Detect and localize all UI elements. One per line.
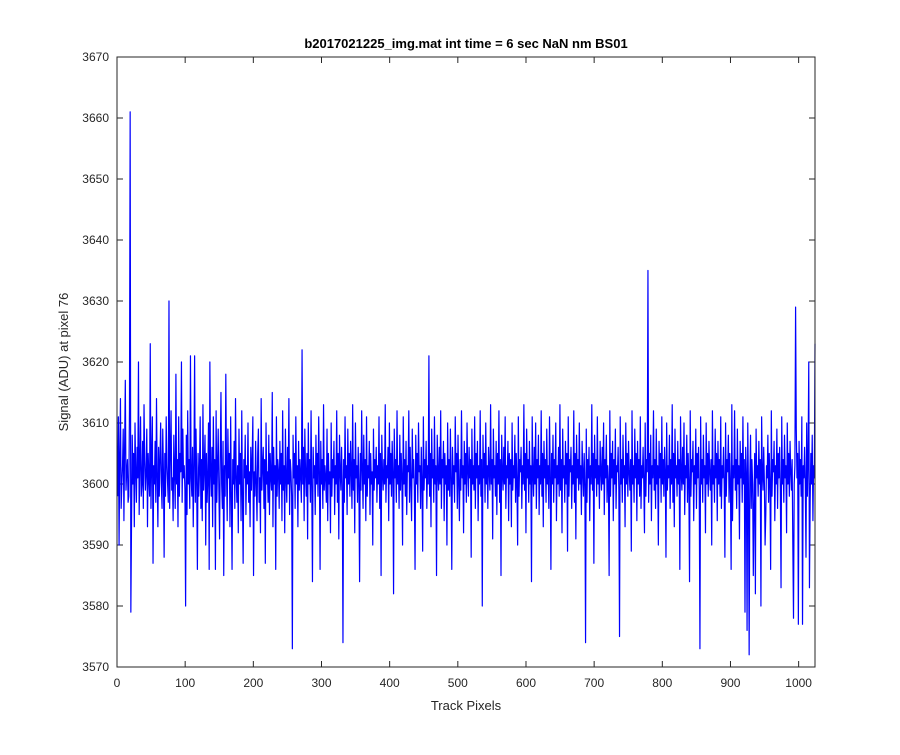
y-axis-label: Signal (ADU) at pixel 76: [56, 293, 71, 432]
x-axis-label: Track Pixels: [431, 698, 502, 713]
x-tick-label: 600: [516, 676, 536, 690]
x-tick-label: 700: [584, 676, 604, 690]
y-tick-label: 3670: [82, 50, 109, 64]
y-tick-label: 3570: [82, 660, 109, 674]
x-tick-label: 100: [175, 676, 195, 690]
y-tick-label: 3620: [82, 355, 109, 369]
y-tick-label: 3650: [82, 172, 109, 186]
y-tick-label: 3590: [82, 538, 109, 552]
y-axis-ticks: 3570 3580 3590 3600 3610 3620 3630 3640 3650 3660…: [82, 50, 815, 674]
x-tick-label: 1000: [785, 676, 812, 690]
y-tick-label: 3600: [82, 477, 109, 491]
x-tick-label: 800: [652, 676, 672, 690]
y-tick-label: 3660: [82, 111, 109, 125]
y-tick-label: 3630: [82, 294, 109, 308]
chart-title: b2017021225_img.mat int time = 6 sec NaN…: [304, 36, 627, 51]
x-tick-label: 300: [311, 676, 331, 690]
x-axis-ticks: 0 100 200 300 400 500 600 700 800 900 1000: [114, 57, 812, 690]
y-tick-label: 3640: [82, 233, 109, 247]
plot-area-background: [117, 57, 815, 667]
x-tick-label: 0: [114, 676, 121, 690]
x-tick-label: 500: [448, 676, 468, 690]
x-tick-label: 400: [380, 676, 400, 690]
x-tick-label: 200: [243, 676, 263, 690]
y-tick-label: 3580: [82, 599, 109, 613]
y-tick-label: 3610: [82, 416, 109, 430]
plot-area-border: [116, 56, 816, 668]
signal-series-line: [117, 111, 816, 656]
x-tick-label: 900: [720, 676, 740, 690]
